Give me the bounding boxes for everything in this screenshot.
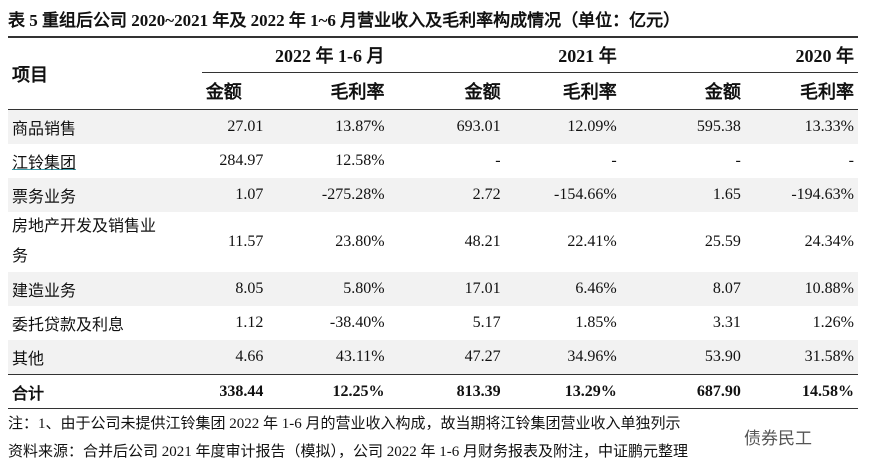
value-cell: -	[848, 152, 854, 169]
note: 资料来源：合并后公司 2021 年度审计报告（模拟），公司 2022 年 1-6…	[8, 444, 688, 460]
value-cell: 4.66	[201, 340, 268, 375]
value-cell: 1.65	[620, 178, 745, 212]
value-cell: 17.01	[388, 272, 505, 306]
value-cell: 10.88%	[744, 272, 858, 306]
value-cell: 22.41%	[567, 233, 617, 250]
header-group: 2021 年	[388, 37, 621, 73]
subheader-cell: 金额	[388, 72, 505, 110]
total-value: 338.44	[201, 374, 268, 409]
item-cell: 房地产开发及销售业务	[12, 218, 157, 265]
watermark: 债券民工	[740, 424, 816, 449]
value-cell: 5.17	[472, 314, 501, 331]
total-value: 687.90	[620, 374, 745, 409]
table: 项目 2022 年 1-6 月 2021 年 2020 年 金额 毛利率 金额 毛利率…	[8, 36, 858, 409]
value-cell: 1.26%	[812, 314, 854, 331]
value-cell: 25.59	[704, 233, 741, 250]
table-row: 江铃集团 284.97 12.58% - - - -	[8, 144, 858, 178]
value-cell: 8.05	[201, 272, 268, 306]
value-cell: 34.96%	[504, 340, 621, 375]
value-cell: -275.28%	[267, 178, 389, 212]
value-cell: -38.40%	[329, 314, 385, 331]
item-cell: 其他	[8, 340, 202, 375]
value-cell: 11.57	[228, 233, 264, 250]
value-cell: 693.01	[388, 109, 505, 144]
table-row: 委托贷款及利息 1.12 -38.40% 5.17 1.85% 3.31 1.26%	[8, 306, 858, 340]
value-cell: -	[611, 152, 617, 169]
value-cell: 3.31	[712, 314, 741, 331]
value-cell: 12.58%	[335, 152, 385, 169]
value-cell: 8.07	[620, 272, 745, 306]
subheader-cell: 毛利率	[504, 72, 621, 110]
item-link[interactable]: 江铃集团	[12, 155, 77, 172]
note: 注：1、由于公司未提供江铃集团 2022 年 1-6 月的营业收入构成，故当期将…	[8, 416, 681, 432]
table-body: 项目 2022 年 1-6 月 2021 年 2020 年 金额 毛利率 金额 毛利率…	[8, 37, 858, 409]
table-title: 表 5 重组后公司 2020~2021 年及 2022 年 1~6 月营业收入及…	[8, 11, 681, 30]
table-row: 房地产开发及销售业务 11.57 23.80% 48.21 22.41% 25.59 24.…	[8, 212, 858, 272]
total-value: 13.29%	[504, 374, 621, 409]
item-cell: 票务业务	[8, 178, 202, 212]
total-row: 合计 338.44 12.25% 813.39 13.29% 687.90 14.58%	[8, 374, 858, 409]
total-value: 813.39	[388, 374, 505, 409]
value-cell: 1.85%	[575, 314, 617, 331]
item-cell: 商品销售	[8, 109, 202, 144]
value-cell: 595.38	[620, 109, 745, 144]
total-label: 合计	[8, 374, 202, 409]
subheader-cell: 金额	[620, 72, 745, 110]
value-cell: 48.21	[464, 233, 501, 250]
value-cell: 31.58%	[744, 340, 858, 375]
notes: 注：1、由于公司未提供江铃集团 2022 年 1-6 月的营业收入构成，故当期将…	[8, 410, 688, 466]
value-cell: 12.09%	[504, 109, 621, 144]
subheader-cell: 毛利率	[267, 72, 389, 110]
total-value: 14.58%	[744, 374, 858, 409]
value-cell: 43.11%	[267, 340, 389, 375]
value-cell: 23.80%	[335, 233, 385, 250]
table-row: 建造业务 8.05 5.80% 17.01 6.46% 8.07 10.88%	[8, 272, 858, 306]
item-cell: 江铃集团	[8, 144, 202, 178]
value-cell: -	[735, 152, 741, 169]
value-cell: 13.87%	[267, 109, 389, 144]
value-cell: 24.34%	[804, 233, 854, 250]
value-cell: 5.80%	[267, 272, 389, 306]
value-cell: 27.01	[201, 109, 268, 144]
value-cell: 2.72	[388, 178, 505, 212]
value-cell: 1.12	[235, 314, 264, 331]
item-cell: 建造业务	[8, 272, 202, 306]
value-cell: -154.66%	[504, 178, 621, 212]
header-cell: 项目	[8, 37, 202, 110]
subheader-cell: 金额	[201, 72, 268, 110]
table-row: 票务业务 1.07 -275.28% 2.72 -154.66% 1.65 -194.63%	[8, 178, 858, 212]
subheader-cell: 毛利率	[744, 72, 858, 110]
value-cell: 13.33%	[744, 109, 858, 144]
header-group: 2020 年	[620, 37, 858, 73]
header-row: 项目 2022 年 1-6 月 2021 年 2020 年	[8, 37, 858, 110]
subheader-row: 金额 毛利率 金额 毛利率 金额 毛利率	[8, 72, 858, 110]
value-cell: 53.90	[620, 340, 745, 375]
table-row: 商品销售 27.01 13.87% 693.01 12.09% 595.38 13.33%	[8, 109, 858, 144]
value-cell: 6.46%	[504, 272, 621, 306]
value-cell: 1.07	[201, 178, 268, 212]
value-cell: -	[495, 152, 501, 169]
header-group: 2022 年 1-6 月	[201, 37, 389, 73]
total-value: 12.25%	[267, 374, 389, 409]
table-row: 其他 4.66 43.11% 47.27 34.96% 53.90 31.58%	[8, 340, 858, 375]
value-cell: -194.63%	[744, 178, 858, 212]
value-cell: 284.97	[219, 152, 264, 169]
value-cell: 47.27	[388, 340, 505, 375]
item-cell: 委托贷款及利息	[12, 317, 125, 334]
